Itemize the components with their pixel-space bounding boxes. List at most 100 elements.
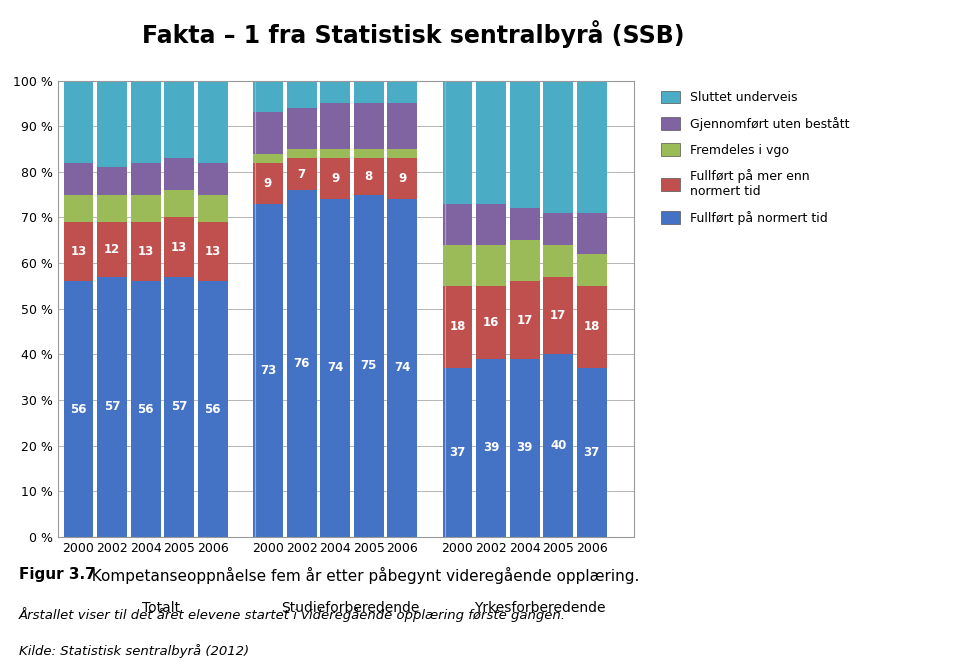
Bar	[63, 162, 93, 195]
Bar	[287, 108, 317, 149]
Bar	[510, 240, 540, 281]
Bar	[131, 222, 160, 281]
Bar	[164, 158, 194, 190]
Text: 12: 12	[104, 243, 120, 256]
Bar	[164, 190, 194, 217]
Bar	[97, 195, 127, 222]
Text: 17: 17	[550, 309, 566, 322]
Bar	[164, 217, 194, 276]
Bar	[164, 81, 194, 158]
Bar	[321, 81, 350, 103]
Text: 73: 73	[260, 364, 276, 376]
Bar	[97, 167, 127, 195]
Text: Kilde: Statistisk sentralbyrå (2012): Kilde: Statistisk sentralbyrå (2012)	[19, 644, 250, 658]
Text: 76: 76	[294, 357, 310, 370]
Bar	[476, 286, 506, 359]
Bar	[198, 195, 228, 222]
Bar	[577, 81, 607, 213]
Text: 56: 56	[204, 403, 221, 415]
Bar	[321, 149, 350, 158]
Text: 39: 39	[483, 442, 499, 454]
Bar	[131, 81, 160, 162]
Text: 13: 13	[171, 241, 187, 254]
Bar	[577, 368, 607, 537]
Bar	[443, 286, 472, 368]
Text: 9: 9	[398, 172, 406, 185]
Bar	[253, 204, 283, 537]
Text: Årstallet viser til det året elevene startet i videregående opplæring første gan: Årstallet viser til det året elevene sta…	[19, 607, 566, 622]
Bar	[198, 162, 228, 195]
Text: 56: 56	[137, 403, 154, 415]
Bar	[253, 81, 283, 113]
Bar	[354, 149, 384, 158]
Bar	[387, 103, 418, 149]
Text: 74: 74	[327, 362, 344, 374]
Bar	[543, 81, 573, 213]
Text: 7: 7	[298, 168, 305, 180]
Bar	[287, 149, 317, 158]
Bar	[510, 208, 540, 240]
Bar	[354, 195, 384, 537]
Bar	[543, 213, 573, 245]
Bar	[164, 276, 194, 537]
Text: 40: 40	[550, 439, 566, 452]
Text: 9: 9	[264, 176, 272, 190]
Bar	[253, 162, 283, 204]
Bar	[476, 359, 506, 537]
Bar	[131, 195, 160, 222]
Bar	[387, 199, 418, 537]
Text: 57: 57	[104, 401, 120, 413]
Bar	[63, 281, 93, 537]
Bar	[97, 222, 127, 276]
Text: Yrkesforberedende: Yrkesforberedende	[474, 601, 606, 615]
Text: Totalt: Totalt	[141, 601, 180, 615]
Legend: Sluttet underveis, Gjennomført uten bestått, Fremdeles i vgo, Fullført på mer en: Sluttet underveis, Gjennomført uten best…	[658, 87, 852, 228]
Text: 8: 8	[365, 170, 372, 183]
Bar	[287, 81, 317, 108]
Text: Figur 3.7: Figur 3.7	[19, 567, 96, 582]
Text: Studieforberedende: Studieforberedende	[281, 601, 420, 615]
Text: 75: 75	[361, 359, 377, 372]
Text: 56: 56	[70, 403, 86, 415]
Text: 13: 13	[70, 245, 86, 258]
Bar	[476, 204, 506, 245]
Bar	[387, 149, 418, 158]
Bar	[198, 81, 228, 162]
Bar	[63, 222, 93, 281]
Bar	[577, 254, 607, 286]
Text: 74: 74	[395, 362, 411, 374]
Text: 18: 18	[584, 321, 600, 333]
Bar	[543, 354, 573, 537]
Bar	[443, 245, 472, 286]
Bar	[443, 81, 472, 204]
Text: 37: 37	[584, 446, 600, 459]
Text: Kompetanseoppnåelse fem år etter påbegynt videregående opplæring.: Kompetanseoppnåelse fem år etter påbegyn…	[82, 567, 639, 584]
Bar	[577, 286, 607, 368]
Bar	[354, 158, 384, 195]
Text: 18: 18	[449, 321, 466, 333]
Text: 57: 57	[171, 401, 187, 413]
Bar	[354, 81, 384, 103]
Bar	[543, 276, 573, 354]
Bar	[287, 158, 317, 190]
Bar	[63, 81, 93, 162]
Bar	[354, 103, 384, 149]
Bar	[510, 359, 540, 537]
Bar	[253, 113, 283, 154]
Bar	[510, 81, 540, 208]
Bar	[198, 281, 228, 537]
Bar	[287, 190, 317, 537]
Text: 37: 37	[449, 446, 466, 459]
Text: Fakta – 1 fra Statistisk sentralbyrå (SSB): Fakta – 1 fra Statistisk sentralbyrå (SS…	[141, 20, 684, 48]
Bar	[321, 158, 350, 199]
Bar	[198, 222, 228, 281]
Bar	[476, 81, 506, 204]
Bar	[443, 368, 472, 537]
Bar	[321, 199, 350, 537]
Text: 39: 39	[516, 442, 533, 454]
Bar	[97, 81, 127, 167]
Bar	[387, 81, 418, 103]
Bar	[97, 276, 127, 537]
Bar	[510, 281, 540, 359]
Bar	[63, 195, 93, 222]
